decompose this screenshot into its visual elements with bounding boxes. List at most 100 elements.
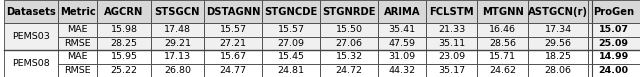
Text: 15.45: 15.45: [278, 52, 305, 61]
Text: FCLSTM: FCLSTM: [429, 7, 474, 17]
Bar: [378, 23, 426, 37]
Bar: [97, 64, 150, 77]
Text: STGNRDE: STGNRDE: [323, 7, 376, 17]
Text: 15.67: 15.67: [220, 52, 246, 61]
Bar: [58, 64, 97, 77]
Bar: [320, 0, 378, 23]
Text: 27.21: 27.21: [220, 39, 246, 48]
Text: STGNCDE: STGNCDE: [264, 7, 318, 17]
Bar: [426, 23, 477, 37]
Bar: [58, 50, 97, 64]
Bar: [58, 23, 97, 37]
Text: ASTGCN(r): ASTGCN(r): [528, 7, 588, 17]
Bar: [262, 37, 320, 50]
Text: 35.17: 35.17: [438, 66, 465, 75]
Bar: [58, 37, 97, 50]
Text: 15.71: 15.71: [489, 52, 516, 61]
Text: PEMS03: PEMS03: [12, 32, 50, 41]
Text: 15.32: 15.32: [336, 52, 363, 61]
Bar: [528, 64, 588, 77]
Bar: [588, 23, 639, 37]
Text: 15.57: 15.57: [278, 25, 305, 34]
Text: 24.00: 24.00: [599, 66, 628, 75]
Text: 47.59: 47.59: [388, 39, 415, 48]
Text: Metric: Metric: [60, 7, 96, 17]
Text: 17.48: 17.48: [164, 25, 191, 34]
Bar: [378, 0, 426, 23]
Text: 15.98: 15.98: [111, 25, 138, 34]
Bar: [150, 50, 204, 64]
Text: 26.80: 26.80: [164, 66, 191, 75]
Bar: [150, 37, 204, 50]
Text: RMSE: RMSE: [65, 39, 91, 48]
Bar: [4, 23, 58, 50]
Bar: [320, 37, 378, 50]
Text: 44.32: 44.32: [388, 66, 416, 75]
Text: 15.50: 15.50: [336, 25, 363, 34]
Text: MAE: MAE: [68, 25, 88, 34]
Text: DSTAGNN: DSTAGNN: [205, 7, 260, 17]
Bar: [204, 23, 262, 37]
Bar: [262, 64, 320, 77]
Text: 23.09: 23.09: [438, 52, 465, 61]
Bar: [477, 37, 528, 50]
Bar: [204, 0, 262, 23]
Text: 21.33: 21.33: [438, 25, 465, 34]
Text: 25.22: 25.22: [111, 66, 138, 75]
Text: MAE: MAE: [68, 52, 88, 61]
Text: PEMS08: PEMS08: [12, 59, 50, 68]
Text: 29.21: 29.21: [164, 39, 191, 48]
Text: 15.95: 15.95: [111, 52, 138, 61]
Bar: [588, 37, 639, 50]
Bar: [204, 37, 262, 50]
Bar: [4, 0, 58, 23]
Bar: [4, 50, 58, 77]
Text: 29.56: 29.56: [545, 39, 572, 48]
Bar: [97, 23, 150, 37]
Bar: [588, 64, 639, 77]
Bar: [477, 50, 528, 64]
Bar: [262, 50, 320, 64]
Bar: [150, 23, 204, 37]
Text: 17.13: 17.13: [164, 52, 191, 61]
Bar: [426, 64, 477, 77]
Text: 28.25: 28.25: [111, 39, 138, 48]
Text: 24.77: 24.77: [220, 66, 246, 75]
Text: 17.34: 17.34: [545, 25, 572, 34]
Text: 25.09: 25.09: [599, 39, 628, 48]
Bar: [378, 50, 426, 64]
Text: 15.57: 15.57: [220, 25, 246, 34]
Text: 27.06: 27.06: [336, 39, 363, 48]
Text: 16.46: 16.46: [489, 25, 516, 34]
Text: ProGen: ProGen: [593, 7, 634, 17]
Text: 35.41: 35.41: [388, 25, 416, 34]
Text: STSGCN: STSGCN: [154, 7, 200, 17]
Text: 35.11: 35.11: [438, 39, 465, 48]
Bar: [378, 37, 426, 50]
Bar: [320, 23, 378, 37]
Bar: [426, 37, 477, 50]
Text: 28.56: 28.56: [489, 39, 516, 48]
Bar: [528, 0, 588, 23]
Text: 24.72: 24.72: [336, 66, 363, 75]
Bar: [528, 23, 588, 37]
Bar: [262, 23, 320, 37]
Text: RMSE: RMSE: [65, 66, 91, 75]
Text: Datasets: Datasets: [6, 7, 56, 17]
Text: 31.09: 31.09: [388, 52, 416, 61]
Bar: [528, 50, 588, 64]
Text: MTGNN: MTGNN: [482, 7, 524, 17]
Bar: [262, 0, 320, 23]
Bar: [97, 37, 150, 50]
Bar: [150, 0, 204, 23]
Bar: [150, 64, 204, 77]
Bar: [97, 50, 150, 64]
Text: AGCRN: AGCRN: [104, 7, 144, 17]
Text: 27.09: 27.09: [278, 39, 305, 48]
Bar: [588, 50, 639, 64]
Text: 18.25: 18.25: [545, 52, 572, 61]
Bar: [426, 50, 477, 64]
Bar: [58, 0, 97, 23]
Bar: [477, 23, 528, 37]
Bar: [378, 64, 426, 77]
